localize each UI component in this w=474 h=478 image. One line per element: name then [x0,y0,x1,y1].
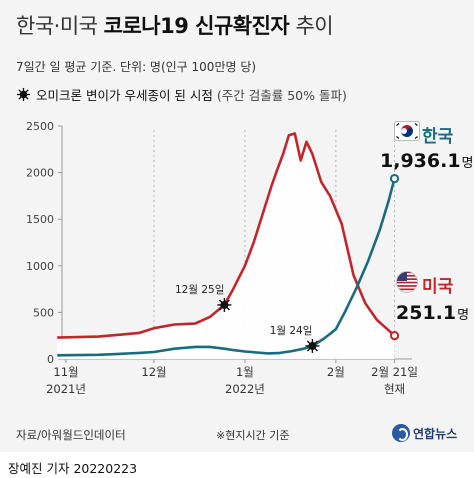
x-tick-sublabel: 현재 [384,382,405,396]
y-tick-label: 1000 [26,260,54,273]
us-series-label: 미국 [422,277,454,297]
chart-subtitle: 7일간 일 평균 기준. 단위: 명(인구 100만명 당) [16,60,257,74]
us-series-line [57,132,396,339]
korea-series-line [57,178,396,357]
line-chart: 0 500 1000 1500 2000 2500 11월 2021년 12월 1월 2022년 2월… [26,120,418,396]
x-tick-label: 11월 [53,365,78,379]
title-countries: 한국·미국 [16,14,98,38]
brand-name: 연합뉴스 [413,426,458,441]
data-source: 자료/아워월드인데이터 [16,428,126,442]
virus-icon [16,87,31,102]
omicron-legend-label: 오미크론 변이가 우세종이 된 시점 [36,88,213,103]
brand-logo: 연합뉴스 [392,424,457,442]
korea-latest-value: 1,936.1명 [380,150,474,172]
x-tick-sublabel: 2022년 [225,382,265,396]
korea-flag-icon [394,121,420,141]
y-tick-label: 2500 [26,120,54,133]
reporter-byline: 장예진 기자 20220223 [8,461,138,476]
korea-end-point [389,173,400,184]
y-tick-label: 2000 [26,167,54,180]
y-tick-label: 1500 [26,213,54,226]
yonhap-logo-icon [392,424,410,442]
korea-latest-number: 1,936.1 [380,150,461,172]
us-series-area [57,133,395,359]
x-tick-label: 2월 [327,365,345,379]
korea-value-unit: 명 [461,156,474,171]
us-flag-icon [396,271,418,293]
us-latest-value: 251.1명 [396,302,469,324]
us-latest-number: 251.1 [396,302,457,324]
korea-series-label: 한국 [422,127,454,147]
x-tick-label: 12월 [141,365,166,379]
korea-omicron-annotation: 1월 24일 [270,324,313,337]
y-tick-label: 500 [33,306,54,319]
title-main: 코로나19 신규확진자 [103,14,290,38]
x-tick-sublabel: 2021년 [46,382,86,396]
us-omicron-marker-icon [217,297,232,312]
x-tick-label: 1월 [236,365,254,379]
omicron-legend: 오미크론 변이가 우세종이 된 시점 (주간 검출률 50% 돌파) [16,85,347,104]
us-end-point [389,330,400,341]
omicron-legend-note: (주간 검출률 50% 돌파) [216,88,347,103]
korea-omicron-marker-icon [305,338,320,353]
us-value-unit: 명 [457,308,470,323]
chart-title: 한국·미국 코로나19 신규확진자 추이 [16,10,334,40]
us-omicron-annotation: 12월 25일 [175,283,224,296]
title-trend: 추이 [295,14,334,38]
y-tick-label: 0 [47,353,54,366]
x-tick-label: 2월 21일 [371,365,418,379]
time-note: ※현지시간 기준 [216,429,290,442]
